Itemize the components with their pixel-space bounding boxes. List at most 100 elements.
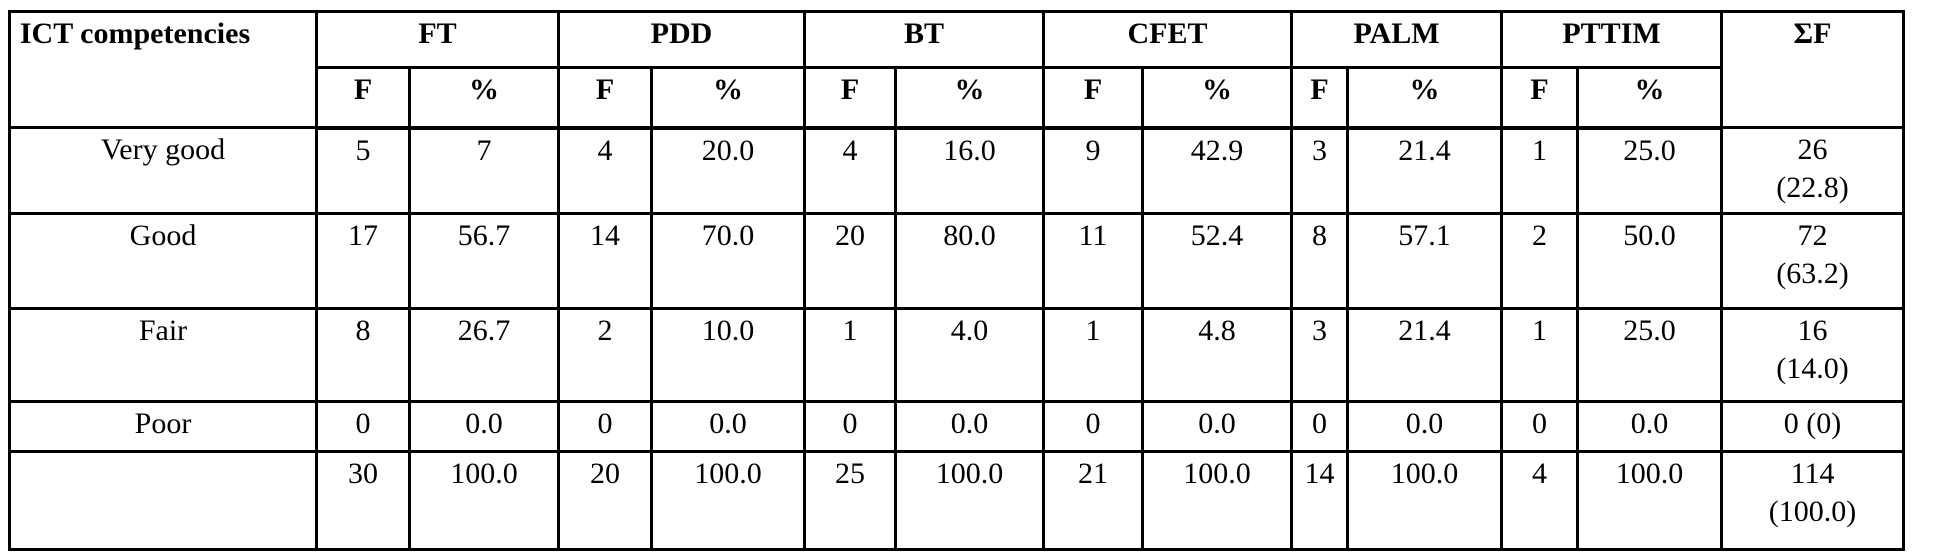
data-cell: 1: [1500, 126, 1580, 215]
header-row-groups: ICT competencies FT PDD BT CFET PALM PTT…: [8, 10, 1906, 129]
row-label: Good: [8, 212, 318, 310]
data-cell: 0: [315, 400, 411, 453]
data-cell: 2: [1500, 212, 1580, 310]
subheader-pttim-f: F: [1500, 66, 1580, 130]
ict-competencies-table-container: ICT competencies FT PDD BT CFET PALM PTT…: [8, 10, 1906, 551]
sum-percent: (100.0): [1768, 494, 1857, 528]
data-cell: 30: [315, 450, 411, 551]
data-cell: 0: [1500, 400, 1580, 453]
data-cell: 21.4: [1346, 307, 1504, 403]
data-cell: 56.7: [408, 212, 560, 310]
data-cell: 0.0: [1576, 400, 1724, 453]
data-cell: 25: [803, 450, 897, 551]
table-row-total: 30 100.0 20 100.0 25 100.0 21 100.0 14 1…: [8, 450, 1906, 551]
row-label: Poor: [8, 400, 318, 453]
data-cell: 100.0: [1140, 450, 1294, 551]
data-cell: 0: [1042, 400, 1144, 453]
data-cell: 4.0: [894, 307, 1045, 403]
row-label: Very good: [8, 126, 318, 215]
group-header-bt: BT: [803, 10, 1045, 69]
data-cell: 0.0: [650, 400, 806, 453]
data-cell: 25.0: [1576, 307, 1724, 403]
group-header-palm: PALM: [1290, 10, 1504, 69]
sum-cell: 0 (0): [1720, 400, 1906, 453]
data-cell: 0: [1290, 400, 1350, 453]
sum-value: 114: [1790, 457, 1835, 490]
subheader-pdd-f: F: [557, 66, 653, 130]
subheader-palm-f: F: [1290, 66, 1350, 130]
sum-cell: 16 (14.0): [1720, 307, 1906, 403]
data-cell: 26.7: [408, 307, 560, 403]
table-row-fair: Fair 8 26.7 2 10.0 1 4.0 1 4.8 3 21.4 1 …: [8, 307, 1906, 403]
data-cell: 4: [803, 126, 897, 215]
subheader-ft-pct: %: [408, 66, 560, 130]
data-cell: 4: [557, 126, 653, 215]
data-cell: 1: [1500, 307, 1580, 403]
data-cell: 3: [1290, 126, 1350, 215]
data-cell: 20: [557, 450, 653, 551]
data-cell: 20: [803, 212, 897, 310]
subheader-cfet-f: F: [1042, 66, 1144, 130]
data-cell: 0.0: [408, 400, 560, 453]
data-cell: 100.0: [1346, 450, 1504, 551]
data-cell: 50.0: [1576, 212, 1724, 310]
data-cell: 100.0: [894, 450, 1045, 551]
data-cell: 0: [803, 400, 897, 453]
row-label: Fair: [8, 307, 318, 403]
data-cell: 42.9: [1140, 126, 1294, 215]
ict-competencies-table: ICT competencies FT PDD BT CFET PALM PTT…: [8, 10, 1906, 551]
group-header-cfet: CFET: [1041, 10, 1294, 69]
group-header-ft: FT: [315, 10, 560, 69]
data-cell: 10.0: [650, 307, 806, 403]
sum-percent: (22.8): [1776, 170, 1849, 204]
data-cell: 7: [408, 126, 560, 215]
subheader-ft-f: F: [315, 66, 411, 130]
data-cell: 0.0: [894, 400, 1045, 453]
sum-cell: 26 (22.8): [1720, 126, 1906, 215]
data-cell: 5: [315, 126, 411, 215]
sum-header-cell: ΣF: [1720, 10, 1906, 129]
data-cell: 0: [557, 400, 653, 453]
group-header-pdd: PDD: [557, 10, 806, 69]
data-cell: 25.0: [1576, 126, 1724, 215]
table-row-very-good: Very good 5 7 4 20.0 4 16.0 9 42.9 3 21.…: [8, 126, 1906, 215]
data-cell: 0.0: [1140, 400, 1294, 453]
data-cell: 4.8: [1140, 307, 1294, 403]
header-row-subcolumns: F % F % F % F % F % F %: [10, 66, 1904, 130]
sum-value: 72: [1797, 219, 1828, 252]
data-cell: 4: [1500, 450, 1580, 551]
data-cell: 1: [1042, 307, 1144, 403]
data-cell: 14: [1290, 450, 1350, 551]
data-cell: 9: [1042, 126, 1144, 215]
table-row-poor: Poor 0 0.0 0 0.0 0 0.0 0 0.0 0 0.0 0 0.0…: [8, 400, 1906, 453]
sum-percent: (14.0): [1776, 351, 1849, 385]
subheader-bt-pct: %: [894, 66, 1045, 130]
subheader-cfet-pct: %: [1140, 66, 1294, 130]
data-cell: 20.0: [650, 126, 806, 215]
sum-cell: 72 (63.2): [1720, 212, 1906, 310]
data-cell: 1: [803, 307, 897, 403]
data-cell: 16.0: [894, 126, 1045, 215]
subheader-bt-f: F: [803, 66, 897, 130]
row-label: [8, 450, 318, 551]
data-cell: 80.0: [894, 212, 1045, 310]
sum-value: 26: [1797, 133, 1828, 166]
data-cell: 21.4: [1346, 126, 1504, 215]
subheader-pdd-pct: %: [650, 66, 806, 130]
subheader-palm-pct: %: [1346, 66, 1504, 130]
data-cell: 70.0: [650, 212, 806, 310]
data-cell: 14: [557, 212, 653, 310]
data-cell: 11: [1042, 212, 1144, 310]
sum-value: 0 (0): [1783, 407, 1842, 440]
table-row-good: Good 17 56.7 14 70.0 20 80.0 11 52.4 8 5…: [8, 212, 1906, 310]
sum-value: 16: [1797, 314, 1828, 347]
sum-percent: (63.2): [1776, 256, 1849, 290]
sum-cell: 114 (100.0): [1720, 450, 1906, 551]
data-cell: 52.4: [1140, 212, 1294, 310]
corner-header-cell: ICT competencies: [8, 10, 318, 129]
data-cell: 8: [315, 307, 411, 403]
data-cell: 2: [557, 307, 653, 403]
subheader-pttim-pct: %: [1576, 66, 1724, 130]
group-header-pttim: PTTIM: [1500, 10, 1724, 69]
data-cell: 21: [1042, 450, 1144, 551]
